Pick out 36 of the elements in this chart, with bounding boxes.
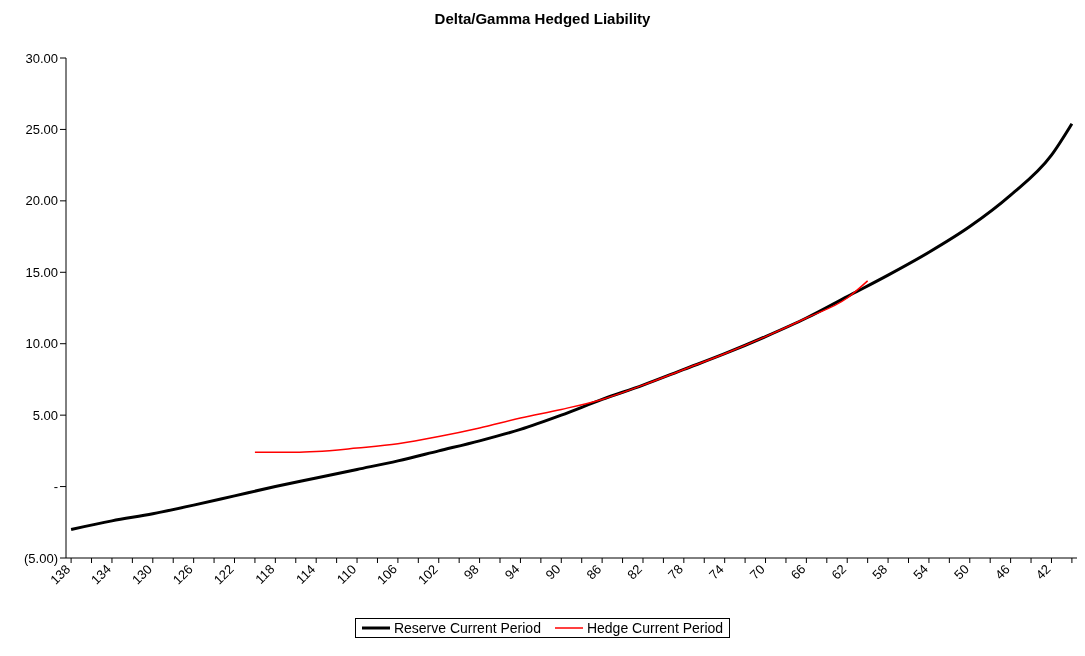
x-tick-label: 106	[374, 561, 401, 588]
legend-label: Hedge Current Period	[586, 620, 724, 636]
x-tick-label: 78	[665, 561, 686, 583]
y-tick-label: 20.00	[25, 193, 58, 209]
x-tick-label: 66	[787, 561, 809, 583]
x-tick-label: 134	[88, 561, 115, 588]
x-tick-label: 130	[128, 561, 155, 588]
x-tick-label: 126	[169, 561, 196, 588]
y-tick-label: 5.00	[32, 407, 58, 423]
y-tick-label: 15.00	[25, 264, 58, 280]
x-tick-label: 122	[210, 561, 237, 588]
x-tick-label: 94	[501, 561, 523, 583]
x-tick-label: 110	[333, 561, 360, 587]
x-tick-label: 118	[252, 561, 278, 587]
x-tick-label: 54	[910, 561, 932, 583]
x-tick-label: 114	[293, 561, 319, 587]
y-tick-label: 10.00	[25, 336, 58, 352]
x-tick-label: 46	[991, 561, 1013, 583]
x-tick-label: 70	[746, 561, 768, 583]
x-tick-label: 90	[542, 561, 564, 583]
x-tick-label: 50	[951, 561, 972, 583]
x-tick-label: 74	[705, 561, 727, 583]
line-series	[254, 280, 869, 454]
y-tick-label: -	[53, 479, 58, 495]
y-tick-label: 30.00	[25, 50, 58, 66]
y-tick-label: 25.00	[25, 122, 58, 138]
x-tick-label: 42	[1032, 561, 1054, 583]
legend-label: Reserve Current Period	[393, 620, 541, 636]
x-tick-label: 102	[414, 561, 441, 588]
x-tick-label: 82	[624, 561, 646, 583]
x-tick-label: 98	[460, 561, 482, 583]
y-tick-label: (5.00)	[24, 550, 58, 566]
x-tick-label: 58	[869, 561, 891, 583]
x-tick-label: 86	[583, 561, 605, 583]
chart-title: Delta/Gamma Hedged Liability	[433, 9, 652, 29]
x-tick-label: 62	[828, 561, 850, 583]
